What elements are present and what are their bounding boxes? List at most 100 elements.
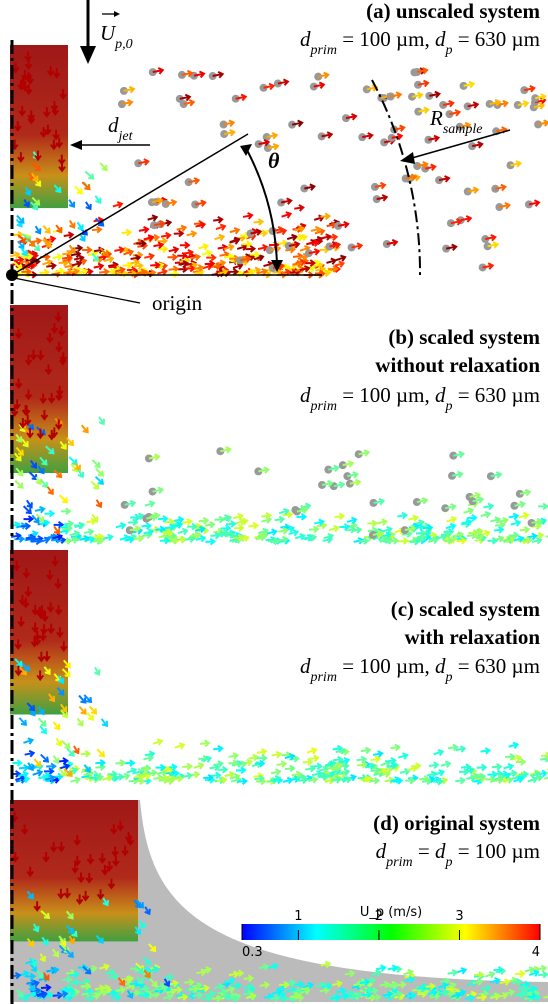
particle-arrow	[93, 262, 105, 271]
particle-arrow	[57, 154, 66, 166]
particle-arrow	[124, 535, 136, 544]
particle-arrow	[50, 101, 59, 112]
particle-arrow	[133, 512, 145, 521]
particle-arrow	[291, 770, 303, 779]
particle-arrow	[157, 515, 169, 523]
particle-arrow	[52, 948, 59, 958]
particle-arrow	[277, 78, 290, 86]
particle-arrow	[37, 717, 47, 727]
particle-arrow	[365, 762, 376, 771]
particle-arrow	[381, 526, 393, 534]
particle-arrow	[223, 119, 236, 127]
text-part: d	[108, 113, 119, 137]
particle-arrow	[472, 496, 485, 504]
particle-arrow	[39, 725, 47, 735]
particle-arrow	[201, 966, 213, 974]
text-part: =	[413, 839, 435, 863]
particle-arrow	[320, 233, 332, 241]
particle-arrow	[59, 352, 68, 363]
particle-arrow	[153, 241, 165, 249]
particle-arrow	[15, 467, 24, 477]
particle-arrow	[445, 522, 457, 531]
particle-arrow	[112, 201, 124, 209]
particle-arrow	[243, 974, 255, 983]
particle-arrow	[45, 332, 54, 344]
particle-arrow	[329, 241, 342, 249]
particle-arrow	[341, 775, 353, 784]
particle-arrow	[371, 969, 382, 977]
particle-arrow	[39, 519, 51, 527]
particle-arrow	[519, 488, 532, 497]
particle-arrow	[429, 90, 441, 99]
particle-arrow	[485, 233, 497, 242]
particle-arrow	[47, 393, 56, 404]
particle-arrow	[37, 706, 45, 716]
particle-arrow	[95, 467, 104, 477]
particle-arrow	[108, 973, 120, 981]
particle-arrow	[296, 773, 308, 782]
particle-arrow	[446, 516, 458, 524]
particle-arrow	[314, 518, 325, 526]
particle-arrow	[58, 757, 69, 765]
particle-arrow	[426, 770, 438, 778]
particle-arrow	[57, 675, 65, 685]
text-part: d	[435, 383, 446, 407]
particle-arrow	[39, 456, 48, 466]
particle-arrow	[147, 214, 159, 222]
particle-arrow	[173, 229, 185, 238]
particle-arrow	[278, 527, 289, 535]
particle-arrow	[510, 160, 523, 168]
particle-arrow	[450, 991, 462, 1000]
particle-arrow	[224, 128, 236, 137]
particle-arrow	[53, 184, 62, 194]
particle-arrow	[297, 233, 308, 242]
particle-arrow	[78, 694, 87, 704]
particle-arrow	[115, 522, 127, 530]
particle-arrow	[214, 233, 226, 242]
particle-arrow	[294, 225, 306, 233]
particle-arrow	[21, 405, 30, 416]
theta-ray	[11, 133, 249, 276]
particle-arrow	[427, 989, 439, 997]
particle-arrow	[75, 894, 84, 906]
particle-arrow	[32, 923, 40, 933]
velocity-label: Up,0	[100, 21, 133, 52]
particle-arrow	[491, 762, 503, 771]
particle-arrow	[44, 774, 56, 782]
particle-arrow	[259, 981, 271, 989]
particle-arrow	[33, 635, 42, 646]
particle-arrow	[270, 768, 282, 776]
particle-arrow	[134, 773, 145, 781]
particle-arrow	[362, 132, 374, 140]
particle-arrow	[113, 773, 125, 781]
particle-arrow	[69, 979, 81, 987]
particle-arrow	[326, 257, 338, 265]
particle-arrow	[503, 763, 515, 771]
particle-arrow	[27, 762, 35, 772]
particle-arrow	[417, 79, 430, 88]
particle-arrow	[54, 578, 62, 590]
particle-arrow	[333, 481, 346, 489]
particle-arrow	[57, 325, 66, 337]
particle-arrow	[233, 533, 244, 542]
particle-arrow	[504, 536, 516, 544]
particle-arrow	[218, 529, 230, 537]
particle-arrow	[243, 983, 255, 991]
particle-arrow	[74, 521, 85, 530]
particle-arrow	[313, 81, 326, 89]
particle-arrow	[138, 158, 150, 166]
particle-arrow	[204, 259, 216, 268]
particle-arrow	[228, 752, 240, 760]
particle-arrow	[55, 341, 63, 353]
particle-arrow	[110, 994, 122, 1002]
particle-arrow	[421, 529, 432, 538]
particle-arrow	[16, 988, 24, 998]
particle-arrow	[173, 516, 185, 524]
particle-arrow	[23, 737, 35, 745]
particle-arrow	[24, 187, 32, 197]
particle-arrow	[55, 224, 63, 234]
particle-arrow	[17, 152, 25, 163]
particle-arrow	[121, 228, 133, 237]
particle-arrow	[205, 990, 216, 998]
particle-arrow	[382, 990, 394, 998]
